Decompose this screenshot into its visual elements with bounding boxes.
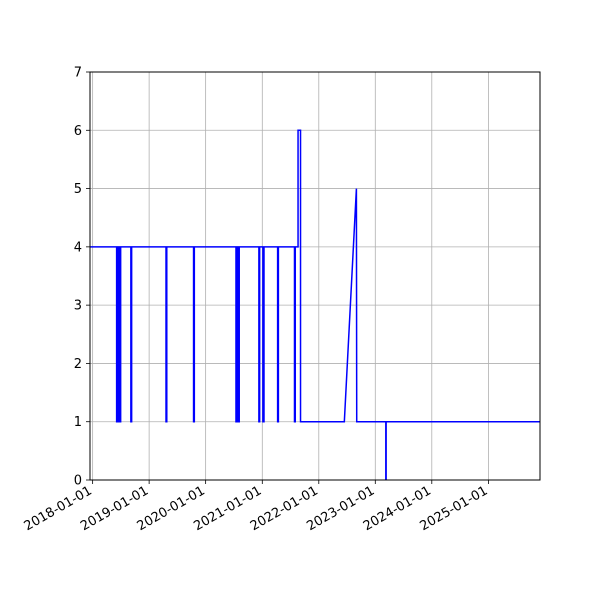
plot-frame	[89, 71, 541, 481]
y-tick-label: 3	[74, 299, 82, 314]
y-tick-label: 6	[74, 124, 82, 139]
y-tick-label: 7	[74, 66, 82, 81]
y-tick-label: 0	[74, 474, 82, 489]
y-tick-label: 5	[74, 182, 82, 197]
series-layer	[90, 129, 540, 480]
y-tick-label: 1	[74, 415, 82, 430]
series-line	[90, 129, 540, 480]
y-tick-label: 2	[74, 357, 82, 372]
y-tick-label: 4	[74, 240, 82, 255]
